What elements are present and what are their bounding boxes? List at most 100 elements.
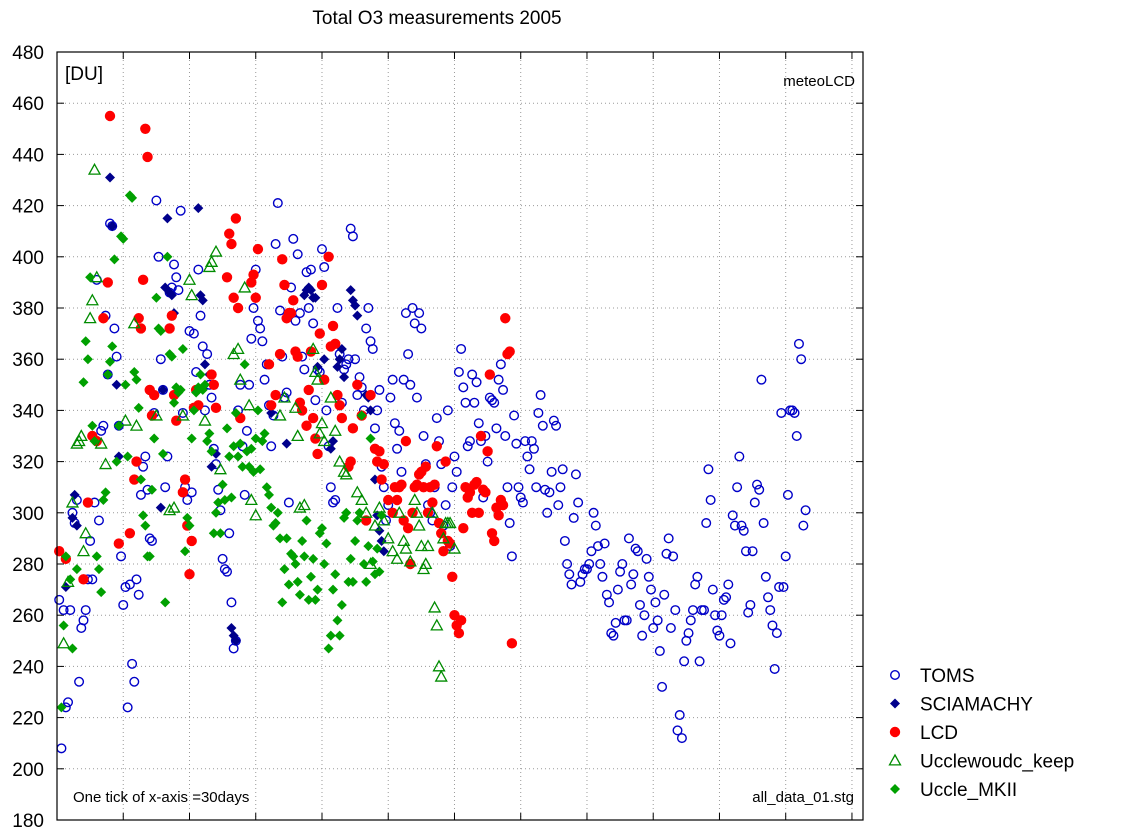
ucclewoudc-keep-point xyxy=(447,541,462,554)
toms-point xyxy=(606,628,617,639)
uccle-mkii-point xyxy=(290,559,301,569)
lcd-point xyxy=(265,400,277,411)
lcd-point xyxy=(473,507,484,519)
y-tick-label: 440 xyxy=(12,145,44,166)
ucclewoudc-keep-point xyxy=(76,544,91,557)
ucclewoudc-keep-point xyxy=(397,534,411,547)
sciamachy-point xyxy=(230,635,241,646)
ucclewoudc-keep-point xyxy=(390,552,404,564)
y-tick-label: 320 xyxy=(12,453,44,474)
toms-point xyxy=(787,405,798,416)
legend-marker-toms xyxy=(890,670,901,681)
toms-point xyxy=(442,405,453,416)
uccle-mkii-point xyxy=(303,594,314,605)
sciamachy-point xyxy=(350,300,361,311)
uccle-mkii-point xyxy=(113,420,124,431)
uccle-mkii-point xyxy=(297,535,308,546)
uccle-mkii-point xyxy=(367,556,378,567)
toms-point xyxy=(411,392,422,403)
lcd-point xyxy=(208,379,219,391)
lcd-point xyxy=(137,274,149,286)
toms-point xyxy=(96,425,107,436)
uccle-mkii-point xyxy=(60,551,71,562)
legend-marker-lcd xyxy=(889,726,901,738)
uccle-mkii-point xyxy=(316,523,327,534)
lcd-point xyxy=(484,369,496,380)
toms-point xyxy=(341,359,352,370)
toms-point xyxy=(469,397,480,408)
toms-point xyxy=(98,420,109,431)
ucclewoudc-keep-point xyxy=(412,518,426,531)
toms-point xyxy=(707,584,718,595)
lcd-point xyxy=(135,323,147,334)
lcd-point xyxy=(279,279,290,291)
toms-point xyxy=(400,308,411,319)
toms-point xyxy=(332,303,343,314)
toms-point xyxy=(407,303,418,314)
toms-point xyxy=(58,605,69,616)
toms-point xyxy=(796,354,807,365)
ucclewoudc-keep-point xyxy=(167,500,181,513)
toms-point xyxy=(639,610,650,621)
lcd-point xyxy=(475,430,487,442)
lcd-point xyxy=(347,423,359,434)
sciamachy-point xyxy=(197,295,208,306)
lcd-point xyxy=(383,494,394,506)
toms-point xyxy=(321,405,332,416)
toms-point xyxy=(626,579,637,590)
toms-point xyxy=(135,489,146,500)
ucclewoudc-keep-point xyxy=(273,408,287,421)
toms-point xyxy=(350,354,361,365)
uccle-mkii-point xyxy=(257,436,268,447)
uccle-mkii-point xyxy=(226,492,237,503)
ucclewoudc-keep-point xyxy=(310,372,325,385)
toms-point xyxy=(608,630,619,641)
sciamachy-point xyxy=(281,438,292,449)
toms-point xyxy=(347,231,358,242)
toms-point xyxy=(138,461,149,472)
toms-point xyxy=(628,569,639,580)
ucclewoudc-keep-point xyxy=(381,531,395,544)
ucclewoudc-keep-point xyxy=(337,465,351,477)
toms-point xyxy=(548,415,559,426)
toms-point xyxy=(500,431,511,442)
toms-point xyxy=(732,482,743,493)
toms-point xyxy=(771,628,782,639)
toms-point xyxy=(270,238,281,249)
uccle-mkii-point xyxy=(91,551,102,562)
ucclewoudc-keep-point xyxy=(386,544,400,557)
toms-point xyxy=(155,354,166,365)
uccle-mkii-point xyxy=(312,584,323,595)
ucclewoudc-keep-point xyxy=(377,513,391,526)
toms-point xyxy=(169,259,180,270)
toms-point xyxy=(502,482,513,493)
toms-point xyxy=(535,390,546,401)
uccle-mkii-point xyxy=(177,343,188,354)
series-sciamachy xyxy=(60,172,389,646)
toms-point xyxy=(756,374,767,385)
uccle-mkii-point xyxy=(347,576,358,587)
lcd-point xyxy=(489,535,500,547)
toms-point xyxy=(520,436,531,447)
toms-point xyxy=(736,520,747,531)
toms-point xyxy=(464,436,475,447)
toms-point xyxy=(255,323,266,334)
toms-point xyxy=(570,469,581,480)
uccle-mkii-point xyxy=(107,341,118,352)
lcd-point xyxy=(327,320,339,332)
toms-point xyxy=(394,425,405,436)
uccle-mkii-point xyxy=(100,487,111,498)
toms-point xyxy=(553,500,564,511)
uccle-mkii-point xyxy=(319,559,330,569)
uccle-mkii-point xyxy=(96,587,107,598)
sciamachy-point xyxy=(157,384,168,395)
ucclewoudc-keep-point xyxy=(372,500,387,513)
toms-point xyxy=(590,520,601,531)
toms-point xyxy=(559,535,570,546)
ucclewoudc-keep-point xyxy=(419,557,433,570)
toms-point xyxy=(248,303,259,314)
toms-point xyxy=(723,579,734,590)
ucclewoudc-keep-point xyxy=(399,541,413,554)
toms-point xyxy=(617,559,628,570)
